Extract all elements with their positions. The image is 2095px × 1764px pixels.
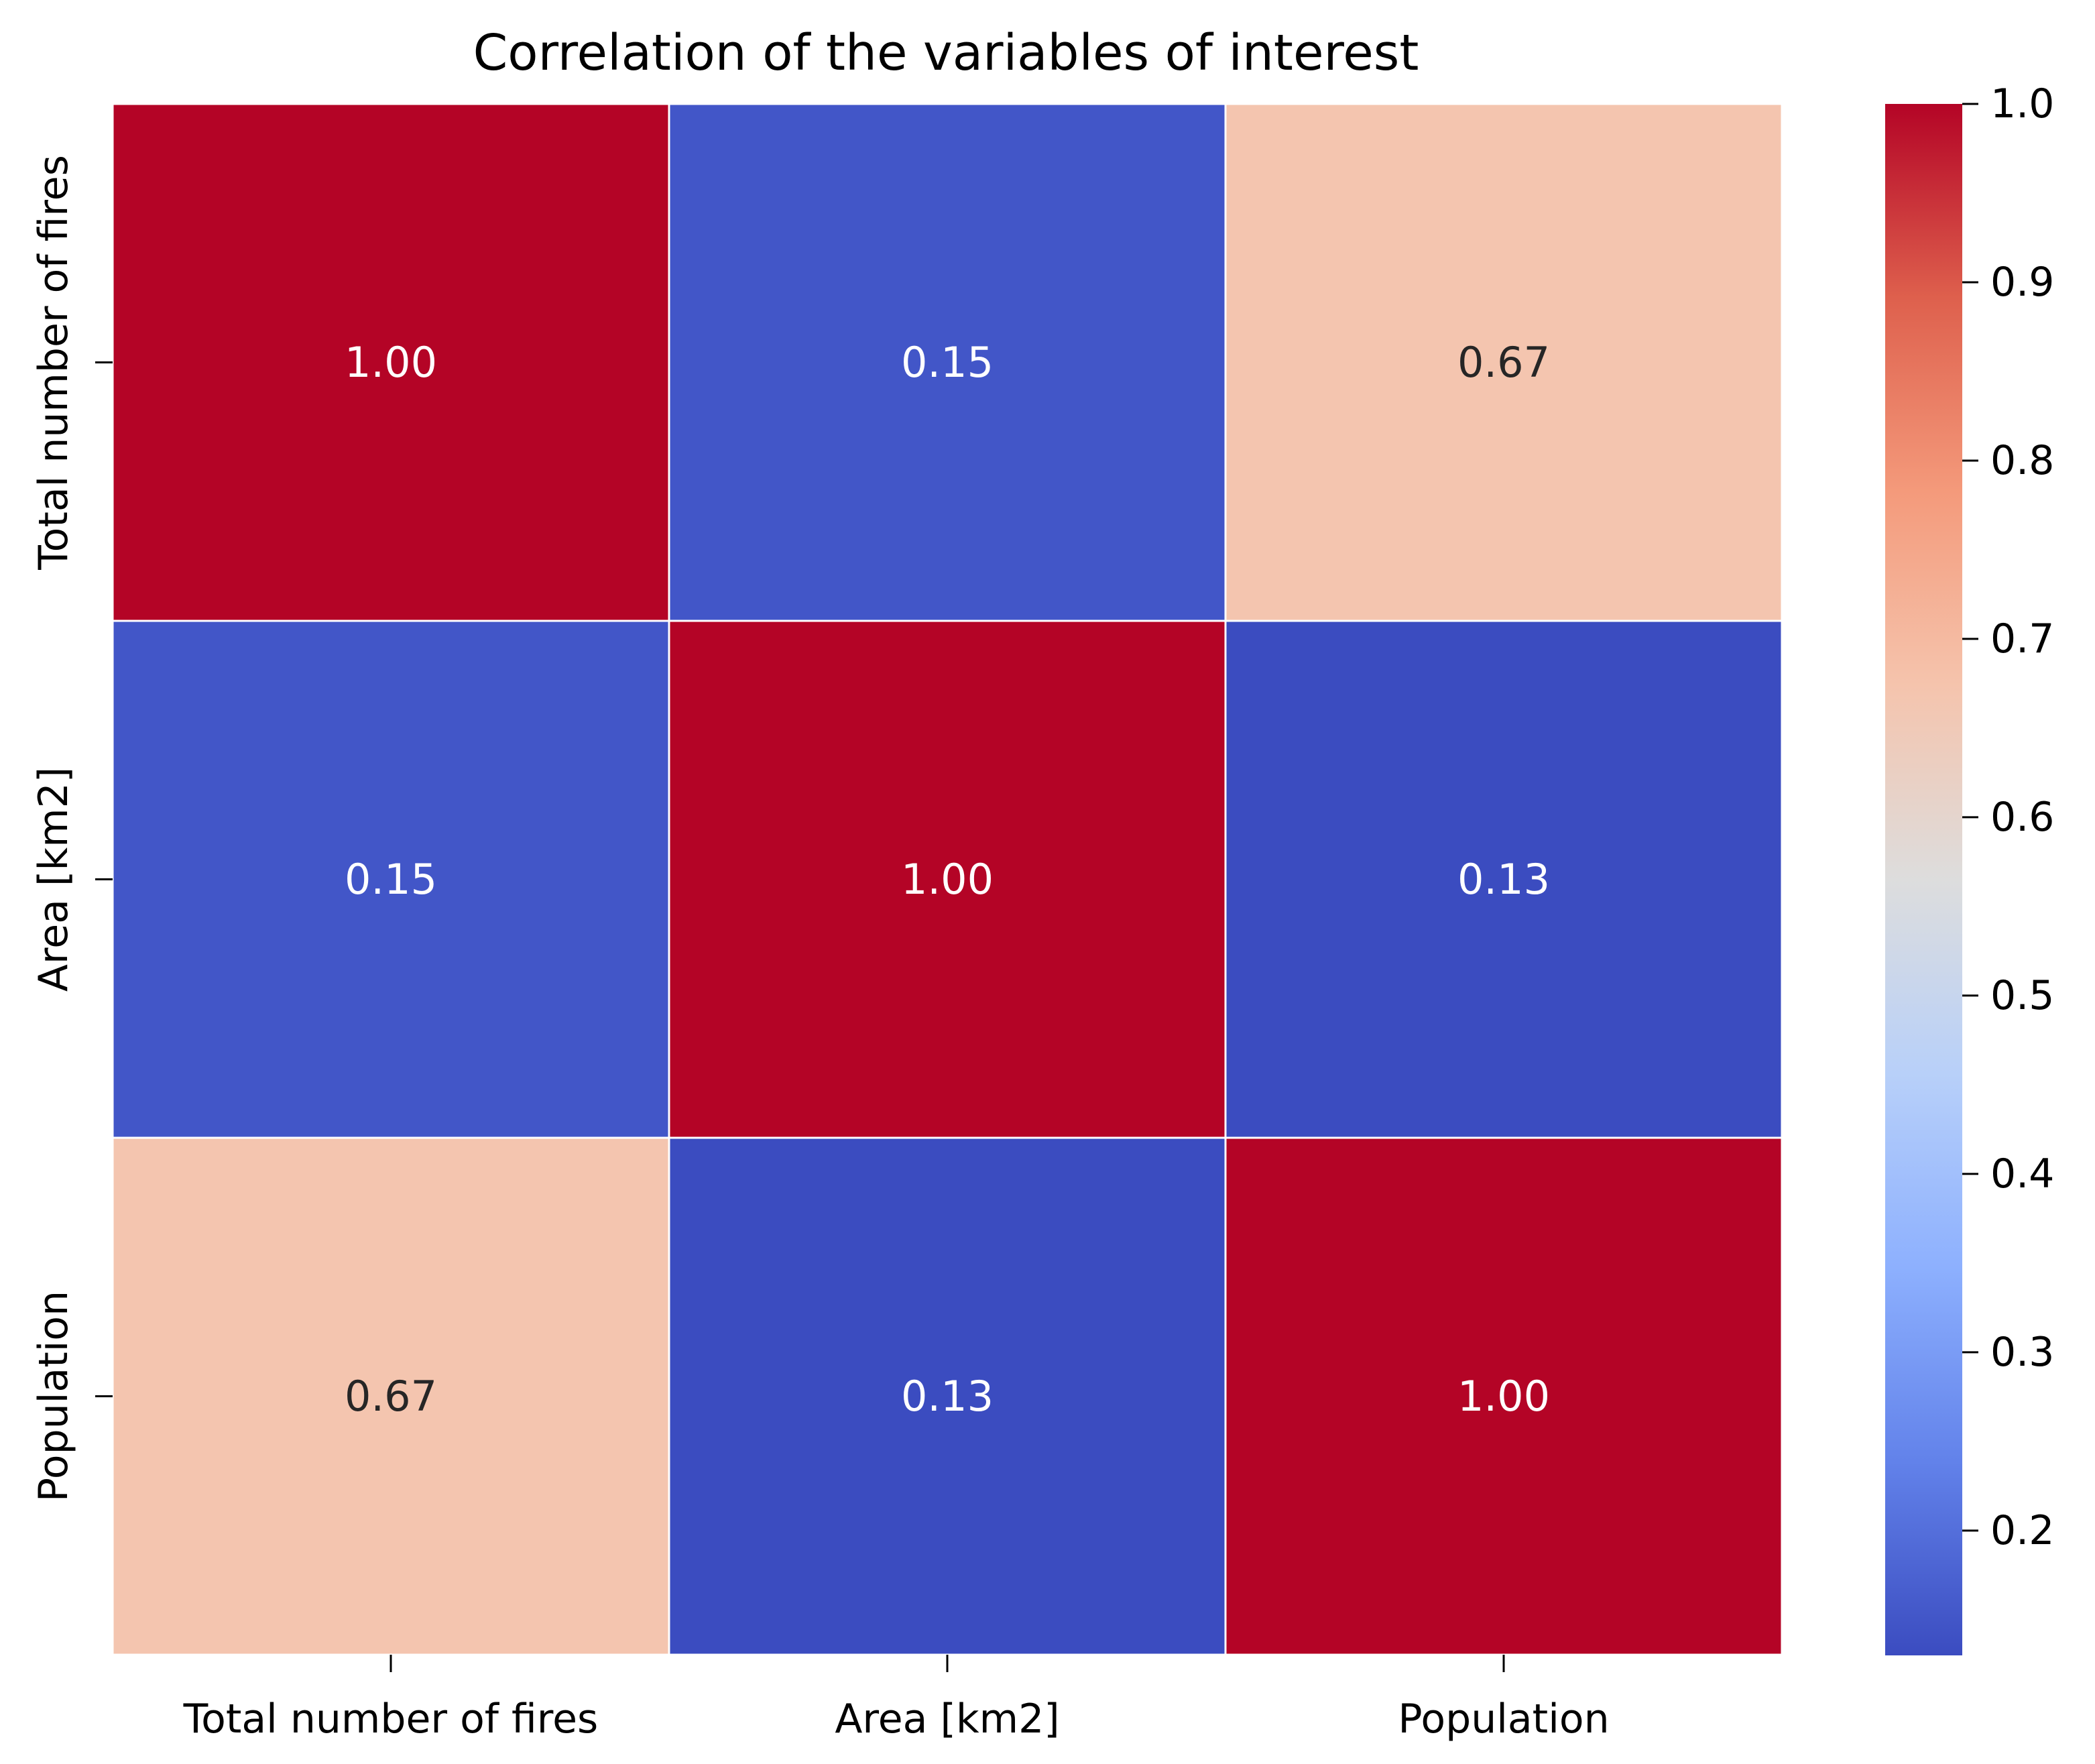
heatmap-cell (111, 620, 670, 1139)
heatmap-cell (111, 103, 670, 622)
x-tick-label: Population (1398, 1696, 1609, 1743)
cell-value-label: 0.13 (901, 1372, 994, 1421)
heatmap-cell (1224, 1136, 1783, 1656)
heatmap-cell (1224, 620, 1783, 1139)
colorbar-tick-label: 0.2 (1990, 1507, 2054, 1554)
colorbar-gradient (1885, 104, 1962, 1655)
colorbar: 0.2 0.3 0.4 0.5 0.6 0.7 0.8 0.9 1.0 (1885, 80, 2054, 1655)
cell-value-label: 1.00 (345, 338, 437, 387)
heatmap-cells (111, 103, 1783, 1656)
colorbar-tick-label: 0.9 (1990, 259, 2054, 306)
heatmap-cell (1224, 103, 1783, 622)
x-tick-label: Area [km2] (835, 1696, 1059, 1743)
cell-value-label: 0.15 (345, 855, 437, 904)
y-tick-label: Area [km2] (30, 767, 77, 992)
y-axis: Total number of fires Area [km2] Populatio… (30, 155, 113, 1502)
x-tick-label: Total number of fires (183, 1696, 599, 1743)
colorbar-tick-label: 0.6 (1990, 794, 2054, 841)
cell-value-label: 0.67 (1457, 338, 1550, 387)
cell-value-label: 0.13 (1457, 855, 1550, 904)
cell-value-labels: 1.00 0.15 0.67 0.15 1.00 0.13 0.67 0.13 1.00 (345, 338, 1550, 1421)
colorbar-tick-label: 0.4 (1990, 1151, 2054, 1197)
colorbar-tick-label: 0.8 (1990, 437, 2054, 484)
x-axis: Total number of fires Area [km2] Populatio… (183, 1655, 1610, 1743)
cell-value-label: 1.00 (1457, 1372, 1550, 1421)
y-tick-label: Total number of fires (30, 155, 77, 571)
colorbar-tick-label: 0.5 (1990, 972, 2054, 1019)
cell-value-label: 0.15 (901, 338, 994, 387)
colorbar-tick-label: 1.0 (1990, 80, 2054, 127)
heatmap-cell (668, 103, 1227, 622)
y-tick-label: Population (30, 1291, 77, 1502)
heatmap-cell (668, 1136, 1227, 1656)
colorbar-tick-label: 0.7 (1990, 615, 2054, 662)
cell-value-label: 0.67 (345, 1372, 437, 1421)
heatmap-cell (111, 1136, 670, 1656)
cell-value-label: 1.00 (901, 855, 994, 904)
chart-title: Correlation of the variables of interest (473, 24, 1419, 82)
colorbar-tick-label: 0.3 (1990, 1329, 2054, 1376)
